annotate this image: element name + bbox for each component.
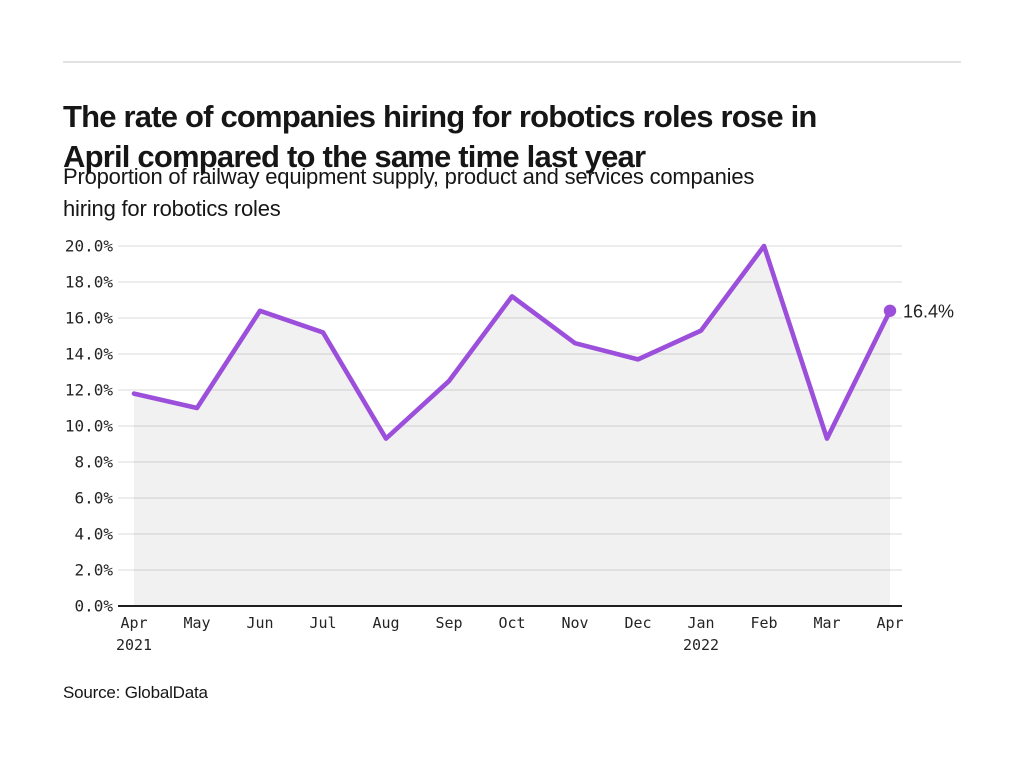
end-value-label: 16.4%: [903, 301, 954, 321]
y-tick-label: 0.0%: [74, 597, 113, 616]
chart-title-line-1: The rate of companies hiring for robotic…: [63, 98, 817, 134]
x-tick-label: Aug: [372, 614, 399, 632]
end-point-marker: [883, 304, 897, 317]
x-tick-label: Jul: [309, 614, 336, 632]
y-tick-label: 6.0%: [74, 489, 113, 508]
line-chart: 16.4% 0.0% 2.0% 4.0% 6.0% 8.0% 10.0% 12.0% 14.0%…: [0, 230, 1024, 670]
x-tick-label: Jan: [687, 614, 714, 632]
line-chart-canvas: 16.4% 0.0% 2.0% 4.0% 6.0% 8.0% 10.0% 12.0% 14.0%…: [65, 237, 954, 655]
chart-subtitle-line-2: hiring for robotics roles: [63, 196, 281, 221]
x-tick-label: Apr: [120, 614, 147, 632]
x-tick-label: Mar: [813, 614, 840, 632]
y-tick-label: 16.0%: [65, 309, 114, 328]
x-tick-label: Sep: [435, 614, 462, 632]
x-tick-label: Feb: [750, 614, 777, 632]
y-tick-label: 10.0%: [65, 417, 114, 436]
y-tick-label: 18.0%: [65, 273, 114, 292]
x-tick-label: Apr: [876, 614, 903, 632]
chart-title: The rate of companies hiring for robotic…: [63, 97, 943, 177]
x-tick-label: Jun: [246, 614, 273, 632]
trend-line: [131, 243, 893, 441]
chart-title-line-2: April compared to the same time last yea…: [63, 138, 646, 174]
y-tick-label: 20.0%: [65, 237, 114, 256]
x-tick-year-label: 2021: [116, 636, 152, 654]
y-tick-label: 4.0%: [74, 525, 113, 544]
chart-subtitle: Proportion of railway equipment supply, …: [63, 161, 943, 225]
y-tick-label: 14.0%: [65, 345, 114, 364]
top-divider-line: [63, 61, 961, 63]
y-tick-label: 12.0%: [65, 381, 114, 400]
x-tick-label: Oct: [498, 614, 525, 632]
x-tick-label: Nov: [561, 614, 588, 632]
chart-subtitle-line-1: Proportion of railway equipment supply, …: [63, 164, 755, 189]
x-tick-label: Dec: [624, 614, 651, 632]
x-tick-label: May: [183, 614, 210, 632]
y-tick-label: 2.0%: [74, 561, 113, 580]
y-tick-label: 8.0%: [74, 453, 113, 472]
source-attribution: Source: GlobalData: [63, 683, 208, 702]
x-tick-year-label: 2022: [683, 636, 719, 654]
